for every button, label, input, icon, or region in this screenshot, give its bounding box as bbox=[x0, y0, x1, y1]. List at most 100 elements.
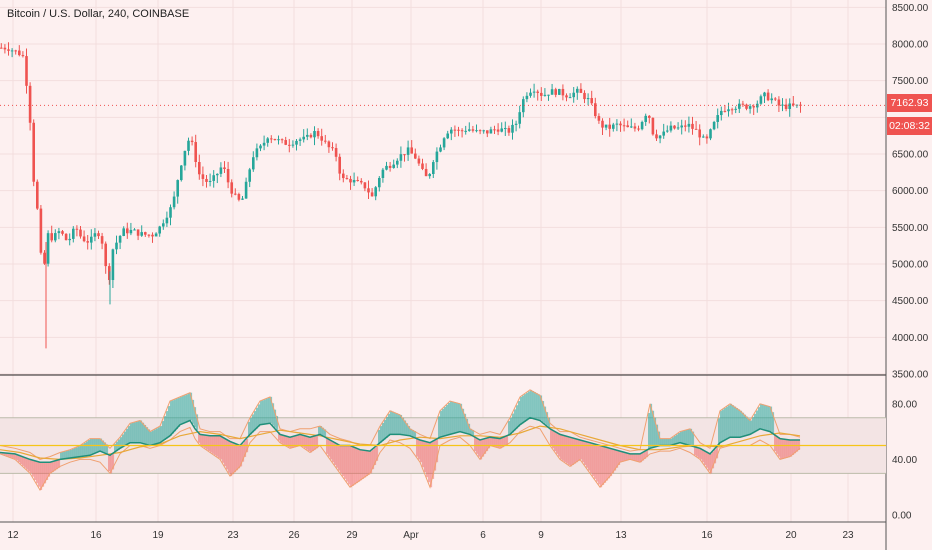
time-tick-label: 29 bbox=[346, 530, 358, 541]
candle-body bbox=[187, 140, 190, 151]
candle-body bbox=[273, 138, 277, 141]
osc-fill-segment bbox=[156, 428, 159, 444]
candle-body bbox=[514, 123, 518, 125]
osc-fill-segment bbox=[232, 442, 235, 475]
candle-body bbox=[172, 196, 176, 208]
candle-body bbox=[194, 142, 197, 163]
osc-fill-segment bbox=[316, 435, 319, 449]
osc-tick-label: 0.00 bbox=[892, 511, 912, 522]
osc-fill-segment bbox=[120, 437, 123, 449]
osc-fill-segment bbox=[86, 441, 89, 456]
osc-fill-segment bbox=[320, 426, 323, 435]
osc-fill-segment bbox=[488, 437, 491, 449]
price-tick-label: 5500.00 bbox=[892, 223, 929, 234]
candle-body bbox=[158, 226, 161, 234]
osc-fill-segment bbox=[754, 413, 757, 433]
candle-body bbox=[374, 187, 377, 197]
osc-fill-segment bbox=[62, 451, 65, 460]
osc-fill-segment bbox=[780, 438, 783, 460]
candle-body bbox=[43, 252, 46, 264]
candle-body bbox=[464, 130, 467, 132]
osc-fill-segment bbox=[458, 403, 461, 433]
candle-body bbox=[759, 96, 763, 104]
osc-fill-segment bbox=[104, 442, 107, 453]
osc-fill-segment bbox=[362, 449, 365, 479]
osc-fill-segment bbox=[322, 427, 325, 436]
candle-body bbox=[565, 95, 568, 98]
candle-body bbox=[583, 92, 586, 100]
osc-fill-segment bbox=[80, 445, 83, 457]
osc-fill-segment bbox=[450, 401, 453, 435]
candle-body bbox=[180, 165, 183, 181]
osc-fill-segment bbox=[278, 432, 281, 441]
candle-body bbox=[244, 181, 248, 199]
osc-fill-segment bbox=[30, 459, 33, 474]
candle-body bbox=[709, 129, 712, 139]
candle-body bbox=[576, 88, 579, 93]
candle-body bbox=[342, 173, 345, 179]
osc-fill-segment bbox=[296, 435, 299, 447]
smooth-line bbox=[0, 425, 801, 461]
candle-body bbox=[97, 233, 100, 237]
osc-fill-segment bbox=[338, 444, 341, 471]
candle-body bbox=[734, 108, 737, 110]
osc-fill-segment bbox=[210, 435, 213, 453]
osc-fill-segment bbox=[650, 403, 653, 449]
osc-fill-segment bbox=[324, 429, 327, 437]
osc-fill-segment bbox=[250, 417, 253, 435]
osc-fill-segment bbox=[24, 457, 27, 468]
osc-fill-segment bbox=[742, 412, 745, 437]
osc-fill-segment bbox=[782, 438, 785, 459]
osc-fill-segment bbox=[194, 407, 197, 428]
osc-fill-segment bbox=[470, 428, 473, 435]
candle-body bbox=[554, 89, 557, 95]
osc-fill-segment bbox=[332, 441, 335, 463]
osc-fill-segment bbox=[778, 437, 781, 457]
osc-fill-segment bbox=[238, 444, 241, 469]
osc-fill-segment bbox=[180, 396, 183, 425]
osc-fill-segment bbox=[662, 438, 665, 446]
osc-fill-segment bbox=[654, 417, 657, 448]
osc-fill-segment bbox=[446, 404, 449, 436]
candle-body bbox=[547, 94, 550, 96]
osc-fill-segment bbox=[542, 401, 545, 423]
time-tick-label: 16 bbox=[701, 530, 713, 541]
osc-fill-segment bbox=[678, 433, 681, 444]
osc-fill-segment bbox=[368, 450, 371, 475]
osc-fill-segment bbox=[196, 414, 199, 430]
candle-body bbox=[691, 123, 694, 129]
candle-body bbox=[32, 122, 35, 182]
candle-body bbox=[478, 130, 482, 132]
osc-fill-segment bbox=[254, 411, 257, 431]
candle-body bbox=[147, 234, 151, 236]
candle-body bbox=[784, 104, 788, 109]
osc-fill-segment bbox=[106, 444, 109, 454]
candle-body bbox=[295, 140, 298, 145]
candle-body bbox=[698, 129, 701, 138]
osc-fill-segment bbox=[462, 408, 465, 433]
osc-fill-segment bbox=[220, 435, 223, 460]
osc-fill-segment bbox=[604, 446, 607, 483]
candle-body bbox=[482, 130, 485, 132]
osc-fill-segment bbox=[638, 453, 641, 462]
osc-fill-segment bbox=[76, 447, 79, 458]
osc-fill-segment bbox=[762, 404, 765, 430]
candle-body bbox=[532, 91, 536, 93]
candle-body bbox=[774, 98, 777, 100]
osc-fill-segment bbox=[400, 414, 403, 435]
osc-fill-segment bbox=[564, 435, 567, 463]
osc-fill-segment bbox=[478, 438, 481, 457]
osc-fill-segment bbox=[372, 449, 375, 470]
osc-fill-segment bbox=[224, 438, 227, 467]
osc-fill-segment bbox=[330, 439, 333, 460]
candle-body bbox=[262, 142, 266, 146]
candle-body bbox=[460, 130, 464, 132]
candle-body bbox=[3, 47, 7, 50]
osc-fill-segment bbox=[502, 437, 505, 448]
osc-fill-segment bbox=[304, 435, 307, 449]
osc-fill-segment bbox=[244, 441, 247, 457]
osc-fill-segment bbox=[432, 441, 435, 479]
osc-fill-segment bbox=[392, 411, 395, 435]
